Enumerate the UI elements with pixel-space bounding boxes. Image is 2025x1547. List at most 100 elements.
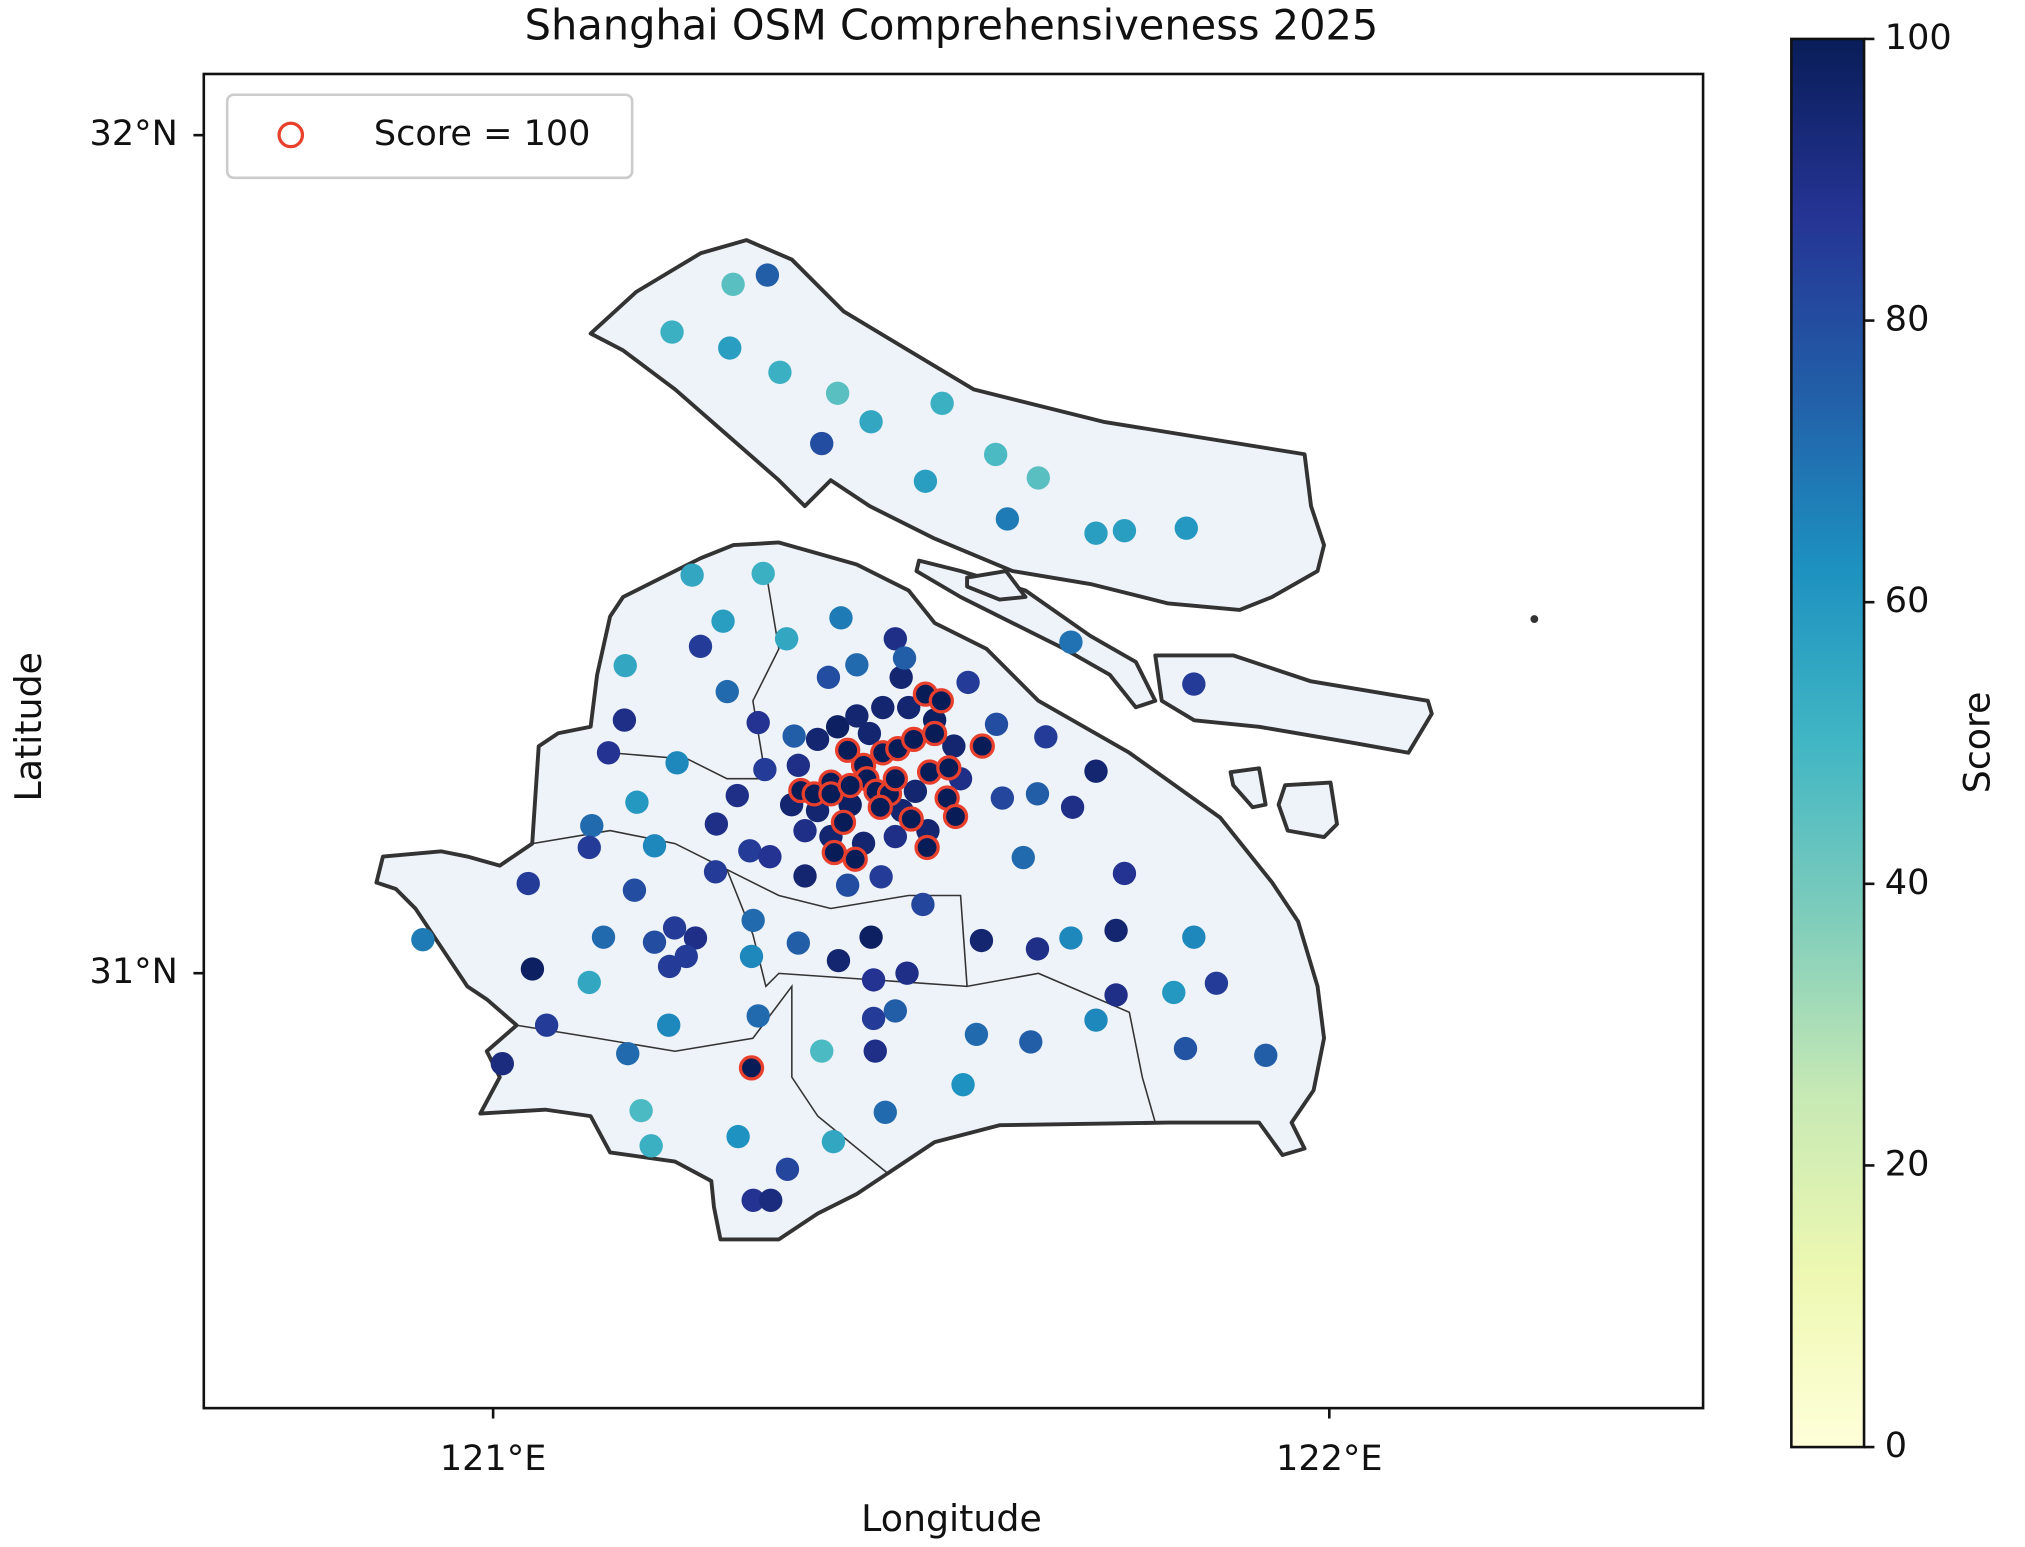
data-point: [845, 704, 869, 728]
data-point: [889, 665, 913, 690]
data-point: [516, 871, 540, 896]
data-point: [704, 812, 729, 836]
data-point: [859, 410, 883, 434]
y-axis-label: Latitude: [7, 652, 50, 802]
data-point: [534, 1013, 559, 1037]
data-point: [657, 1013, 681, 1037]
data-point: [845, 653, 869, 677]
colorbar-tick-label: 40: [1885, 862, 1930, 903]
chongming-island: [588, 238, 1326, 612]
data-point: [1025, 782, 1050, 806]
data-point: [825, 715, 850, 739]
data-point: [622, 878, 647, 902]
data-point: [738, 839, 762, 863]
district-border: [726, 869, 968, 988]
data-point: [911, 892, 935, 917]
islet: [1530, 615, 1539, 623]
data-point: [1173, 1036, 1198, 1061]
data-point: [983, 442, 1008, 467]
data-point: [857, 721, 882, 746]
data-point: [613, 653, 637, 678]
colorbar-tick-label: 100: [1885, 17, 1952, 58]
data-point: [726, 1124, 750, 1149]
data-point: [942, 734, 966, 758]
data-point: [1019, 1030, 1043, 1054]
legend-box: [225, 93, 634, 180]
data-point: [660, 320, 684, 344]
data-point: [688, 634, 713, 659]
data-point: [755, 263, 780, 287]
highlight-point: [921, 720, 948, 747]
data-point: [1204, 971, 1229, 995]
data-point: [810, 1039, 834, 1063]
data-point: [913, 469, 938, 493]
data-point: [680, 563, 704, 587]
data-point: [746, 1004, 770, 1028]
data-point: [786, 753, 811, 778]
data-point: [1104, 983, 1128, 1007]
data-point: [810, 431, 834, 456]
data-point: [793, 819, 817, 843]
highlight-point: [914, 834, 940, 861]
data-point: [577, 970, 601, 995]
data-point: [873, 1100, 897, 1124]
highlight-point: [842, 846, 868, 872]
islet: [1276, 780, 1339, 840]
data-point: [739, 944, 764, 969]
data-point: [1174, 516, 1198, 540]
colorbar-tick-label: 80: [1885, 299, 1930, 340]
highlight-point: [821, 839, 847, 866]
data-point: [825, 381, 850, 405]
data-point: [665, 751, 689, 775]
data-point: [625, 790, 649, 814]
data-point: [746, 710, 770, 735]
data-point: [990, 786, 1015, 810]
highlight-point: [898, 806, 924, 832]
islet: [1228, 766, 1268, 810]
highlight-point: [942, 803, 969, 830]
data-point: [883, 824, 908, 849]
colorbar: [1790, 37, 1866, 1449]
data-point: [751, 561, 775, 586]
data-point: [1182, 925, 1206, 949]
data-point: [1104, 918, 1128, 943]
colorbar-tick-label: 20: [1885, 1143, 1930, 1184]
legend: Score = 100: [225, 93, 634, 180]
highlight-point: [936, 755, 962, 781]
data-point: [1059, 630, 1083, 654]
data-point: [892, 646, 917, 670]
y-tick-label: 32°N: [90, 113, 178, 154]
data-point: [591, 925, 616, 949]
data-point: [964, 1022, 989, 1047]
data-point: [1059, 926, 1083, 950]
legend-symbol: [277, 121, 305, 149]
data-point: [1254, 1043, 1278, 1067]
data-point: [782, 724, 806, 748]
data-point: [821, 1129, 846, 1154]
data-point: [883, 627, 908, 651]
marks: [411, 263, 1278, 1212]
data-point: [826, 948, 851, 973]
hengsha-island: [1153, 653, 1434, 755]
data-point: [490, 1052, 514, 1076]
data-point: [642, 834, 667, 858]
data-point: [829, 606, 853, 630]
data-point: [1112, 519, 1137, 543]
data-point: [995, 507, 1020, 531]
data-point: [1084, 1008, 1108, 1032]
highlight-point: [882, 766, 908, 792]
data-point: [1034, 725, 1058, 749]
x-tick-label: 122°E: [1276, 1438, 1383, 1479]
data-point: [725, 783, 749, 808]
highlight-point: [738, 1055, 765, 1081]
data-point: [1182, 672, 1206, 696]
data-point: [520, 957, 545, 981]
data-point: [951, 1072, 975, 1097]
data-point: [741, 1188, 765, 1212]
data-point: [871, 695, 895, 720]
highlight-point: [901, 726, 927, 753]
x-axis-label: Longitude: [861, 1497, 1042, 1540]
data-point: [639, 1134, 663, 1158]
chart-title: Shanghai OSM Comprehensiveness 2025: [525, 1, 1379, 50]
highlight-point: [867, 794, 893, 820]
